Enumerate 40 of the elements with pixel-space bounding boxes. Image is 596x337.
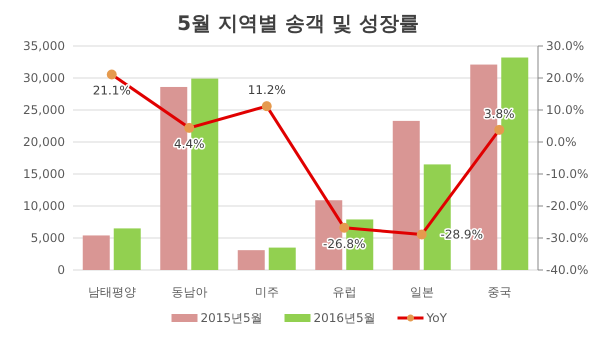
data-label: 11.2%: [248, 83, 286, 98]
bar: [114, 228, 141, 270]
legend-label: YoY: [426, 311, 448, 325]
point: [494, 124, 504, 135]
x-tick-label: 동남아: [171, 285, 208, 299]
y-tick-label: 20,000: [23, 135, 65, 149]
point: [262, 101, 272, 112]
legend-label: 2015년5월: [200, 311, 263, 325]
y-tick-label: 10,000: [23, 199, 65, 213]
x-tick-label: 남태평양: [88, 285, 136, 299]
y2-tick-label: 10.0%: [546, 103, 584, 117]
y2-tick-label: -30.0%: [546, 231, 588, 245]
point: [416, 229, 427, 240]
bar: [392, 120, 420, 270]
y-tick-label: 0: [57, 263, 65, 277]
x-tick-label: 중국: [487, 285, 512, 299]
bar: [82, 235, 110, 270]
point: [106, 69, 117, 80]
point: [184, 122, 194, 133]
y-tick-label: 25,000: [23, 103, 65, 117]
x-tick-label: 유럽: [332, 285, 356, 299]
y-tick-label: 15,000: [23, 167, 65, 181]
legend-label: 2016년5월: [314, 311, 376, 325]
y2-tick-label: -20.0%: [546, 199, 588, 213]
bar: [268, 248, 296, 270]
y2-tick-label: -10.0%: [546, 167, 588, 181]
y-tick-label: 5,000: [30, 231, 65, 245]
y-tick-label: 35,000: [23, 39, 65, 53]
y2-tick-label: 30.0%: [546, 39, 584, 53]
data-label: 21.1%: [92, 83, 131, 98]
y2-tick-label: 20.0%: [546, 71, 584, 85]
data-label: 4.4%: [174, 136, 204, 151]
chart-title: 5월 지역별 송객 및 성장률: [177, 11, 419, 35]
y-tick-label: 30,000: [23, 71, 65, 85]
y2-tick-label: -40.0%: [546, 263, 588, 277]
point: [339, 222, 350, 233]
y2-tick-label: 0.0%: [546, 135, 576, 149]
x-tick-label: 일본: [410, 285, 434, 299]
bar: [238, 250, 265, 270]
x-tick-label: 미주: [254, 285, 279, 299]
